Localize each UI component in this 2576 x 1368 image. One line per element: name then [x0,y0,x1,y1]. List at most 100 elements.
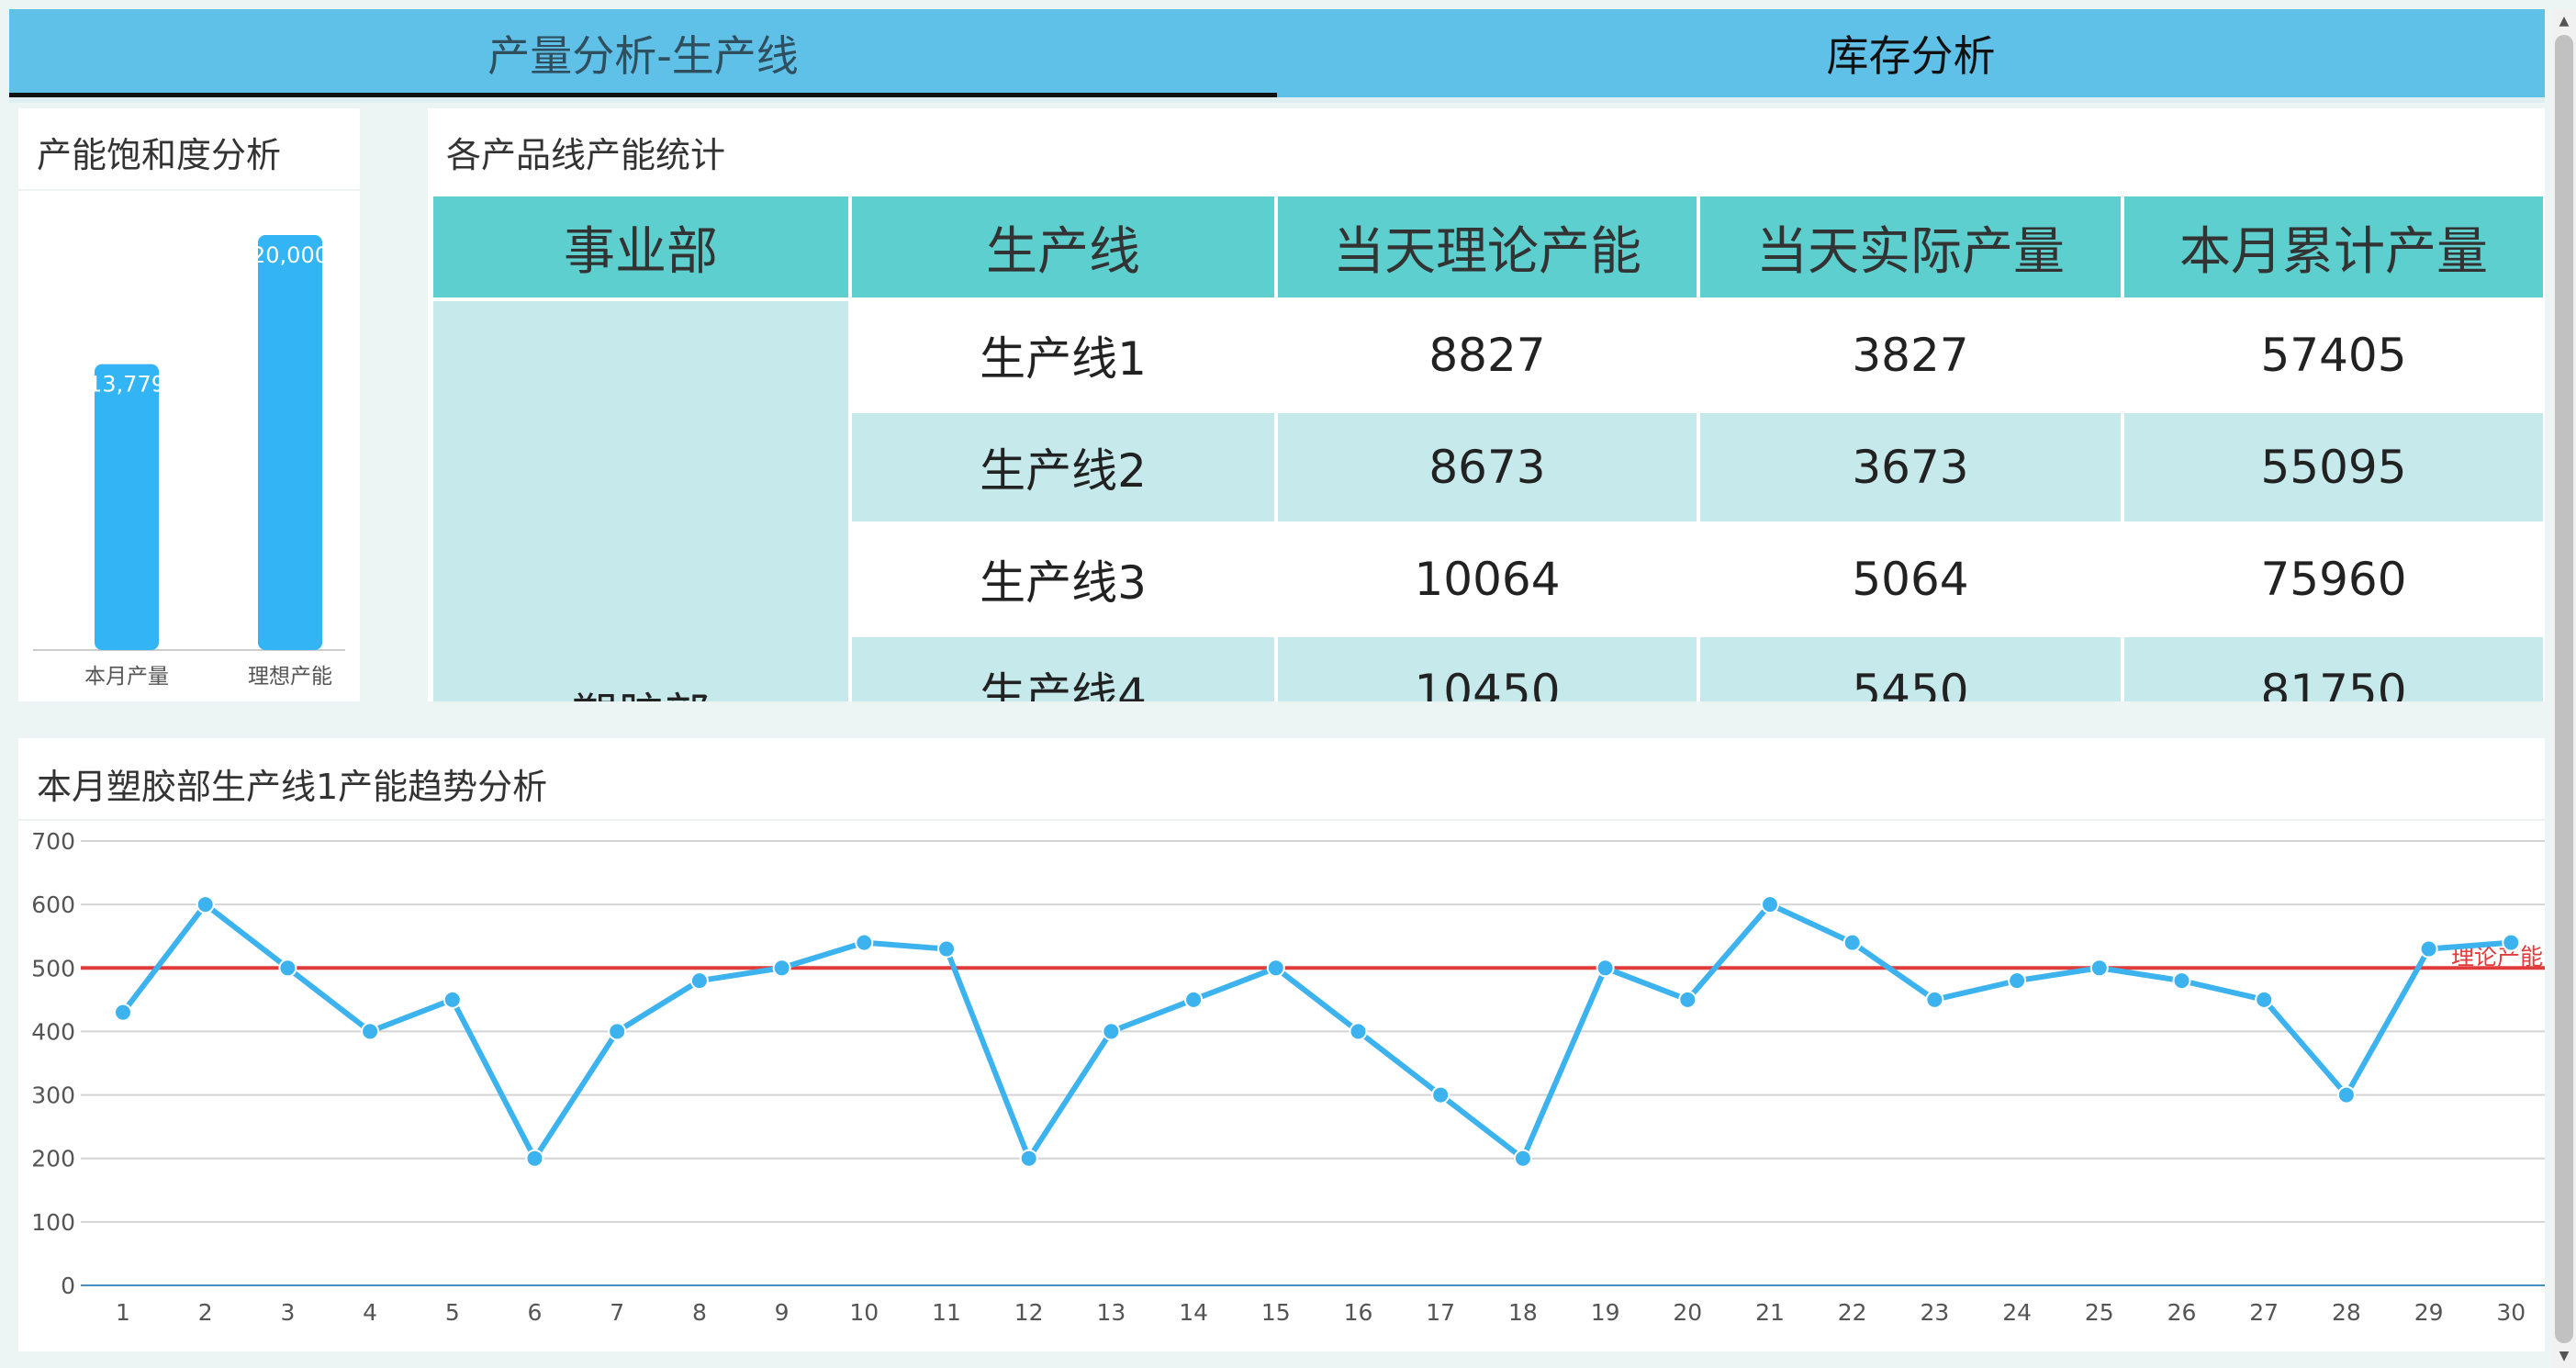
x-tick-label: 理想产能 [248,665,332,689]
data-point [1842,933,1862,952]
y-tick-label: 100 [31,1209,75,1236]
x-tick-label: 本月产量 [84,665,169,689]
bar-value-label: 20,000 [252,242,329,268]
data-point [361,1022,380,1041]
data-point [937,939,956,959]
x-tick-label: 22 [1838,1299,1867,1326]
x-tick-label: 14 [1179,1299,1208,1326]
data-point [278,959,297,978]
x-tick-label: 29 [2414,1299,2444,1326]
data-point [1596,959,1615,978]
series-line [120,902,2512,1161]
header-theory-capacity: 当天理论产能 [1278,196,1697,297]
header-line: 生产线 [852,196,1274,297]
table-row: 生产线2 8673 3673 55095 [433,413,2543,521]
actual-cell: 3673 [1700,413,2121,521]
table-row: 生产线4 10450 5450 81750 [433,637,2543,701]
y-tick-label: 200 [31,1146,75,1172]
x-tick-label: 26 [2167,1299,2197,1326]
x-tick-label: 18 [1508,1299,1538,1326]
y-tick-label: 600 [31,891,75,918]
line-stats-panel: 各产品线产能统计 事业部 生产线 当天理论产能 当天实际产量 本月累计产量 塑胶… [428,108,2545,701]
data-point [772,959,791,978]
data-point [689,971,709,991]
line-cell: 生产线1 [852,301,1274,409]
table-row: 塑胶部 生产线1 8827 3827 57405 [433,301,2543,701]
x-tick-label: 7 [610,1299,624,1326]
x-tick-label: 23 [1920,1299,1949,1326]
tab-production-analysis[interactable]: 产量分析-生产线 [9,9,1277,97]
x-tick-label: 3 [280,1299,295,1326]
data-point [2336,1085,2356,1104]
x-tick-label: 12 [1014,1299,1044,1326]
line-cell: 生产线3 [852,525,1274,634]
bar-value-label: 13,779 [88,372,165,398]
x-tick-label: 10 [849,1299,879,1326]
data-point [1184,990,1204,1009]
theory-cell: 10450 [1278,637,1697,701]
bar [95,364,159,650]
y-tick-label: 400 [31,1018,75,1045]
data-point [1431,1085,1450,1104]
actual-cell: 5064 [1700,525,2121,634]
data-point [855,933,874,952]
month-cell: 55095 [2124,413,2543,521]
data-point [442,990,462,1009]
header-actual-output: 当天实际产量 [1700,196,2121,297]
x-tick-label: 13 [1096,1299,1126,1326]
x-tick-label: 6 [528,1299,543,1326]
x-tick-label: 25 [2085,1299,2114,1326]
theory-cell: 8827 [1278,301,1697,409]
x-tick-label: 5 [445,1299,460,1326]
line-stats-title: 各产品线产能统计 [446,135,726,175]
saturation-bar-chart: 13,779 本月产量 20,000 理想产能 [33,235,345,689]
panel-divider [18,819,2545,821]
data-point [1678,990,1697,1009]
data-point [1761,895,1779,914]
header-department: 事业部 [433,196,848,297]
month-cell: 75960 [2124,525,2543,634]
theory-cell: 8673 [1278,413,1697,521]
table-header-row: 事业部 生产线 当天理论产能 当天实际产量 本月累计产量 [433,196,2543,297]
x-tick-label: 24 [2002,1299,2032,1326]
actual-cell: 5450 [1700,637,2121,701]
data-point [2089,959,2109,978]
table-row: 生产线3 10064 5064 75960 [433,525,2543,634]
x-tick-label: 21 [1755,1299,1785,1326]
y-tick-label: 700 [31,828,75,855]
scroll-up-icon[interactable]: ▲ [2559,14,2570,28]
x-tick-label: 28 [2332,1299,2361,1326]
trend-panel: 本月塑胶部生产线1产能趋势分析 0 100 200 300 400 500 600 700 1 2… [18,738,2545,1351]
scroll-down-icon[interactable]: ▼ [2559,1349,2570,1363]
scrollbar-thumb[interactable] [2555,35,2573,1343]
data-point [1513,1149,1532,1168]
data-point [1102,1022,1121,1041]
x-tick-label: 27 [2249,1299,2279,1326]
x-tick-label: 30 [2496,1299,2526,1326]
data-point [2419,939,2438,959]
data-point [1266,959,1285,978]
x-tick-label: 9 [775,1299,790,1326]
saturation-title: 产能饱和度分析 [37,135,282,175]
tab-inventory-analysis[interactable]: 库存分析 [1826,31,1996,81]
line-cell: 生产线4 [852,637,1274,701]
line-stats-table: 事业部 生产线 当天理论产能 当天实际产量 本月累计产量 塑胶部 生产线1 88… [430,193,2545,701]
bar [258,235,322,650]
x-tick-label: 8 [692,1299,707,1326]
tab-bar: 产量分析-生产线 库存分析 [9,9,2545,97]
actual-cell: 3827 [1700,301,2121,409]
tab-underline-strip [9,97,2545,103]
data-point [196,895,215,914]
theory-cell: 10064 [1278,525,1697,634]
x-tick-label: 17 [1426,1299,1455,1326]
trend-title: 本月塑胶部生产线1产能趋势分析 [37,767,548,807]
vertical-scrollbar[interactable]: ▲ ▼ [2552,9,2576,1368]
x-tick-label: 20 [1673,1299,1702,1326]
saturation-panel: 产能饱和度分析 13,779 本月产量 20,000 理想产能 [18,108,360,701]
department-cell: 塑胶部 [433,301,848,701]
x-tick-label: 19 [1591,1299,1620,1326]
x-tick-label: 16 [1344,1299,1373,1326]
x-tick-label: 11 [932,1299,961,1326]
line-cell: 生产线2 [852,413,1274,521]
